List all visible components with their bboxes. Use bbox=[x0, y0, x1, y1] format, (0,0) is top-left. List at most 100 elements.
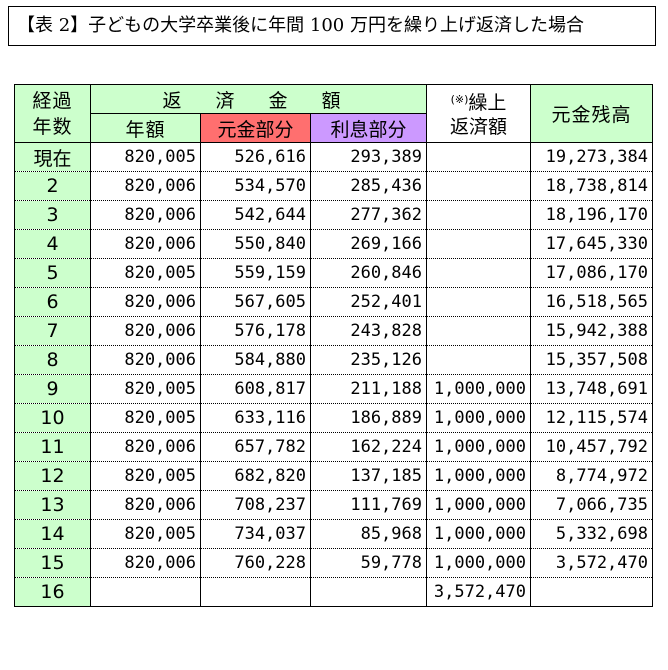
cell-year: 6 bbox=[14, 287, 91, 317]
table-row: 7 820,006 576,178 243,828 15,942,388 bbox=[14, 316, 653, 346]
cell-prepayment: 1,000,000 bbox=[426, 432, 531, 462]
cell-prepayment: 1,000,000 bbox=[426, 403, 531, 433]
cell-principal: 708,237 bbox=[200, 490, 311, 520]
cell-annual: 820,006 bbox=[90, 316, 201, 346]
cell-interest: 111,769 bbox=[310, 490, 427, 520]
cell-annual: 820,005 bbox=[90, 258, 201, 288]
cell-year: 9 bbox=[14, 374, 91, 404]
cell-annual: 820,005 bbox=[90, 374, 201, 404]
cell-interest: 211,188 bbox=[310, 374, 427, 404]
cell-principal bbox=[200, 577, 311, 607]
cell-prepayment bbox=[426, 200, 531, 230]
header-years-line2: 年数 bbox=[32, 115, 73, 138]
cell-prepayment bbox=[426, 229, 531, 259]
cell-principal: 559,159 bbox=[200, 258, 311, 288]
cell-year: 8 bbox=[14, 345, 91, 375]
cell-principal: 542,644 bbox=[200, 200, 311, 230]
table-row: 15 820,006 760,228 59,778 1,000,000 3,572,470 bbox=[14, 548, 653, 578]
cell-balance: 18,196,170 bbox=[530, 200, 653, 230]
cell-year: 11 bbox=[14, 432, 91, 462]
cell-prepayment: 1,000,000 bbox=[426, 374, 531, 404]
cell-annual: 820,006 bbox=[90, 200, 201, 230]
cell-annual: 820,006 bbox=[90, 490, 201, 520]
cell-interest bbox=[310, 577, 427, 607]
cell-principal: 760,228 bbox=[200, 548, 311, 578]
header-annual: 年額 bbox=[90, 113, 201, 143]
cell-interest: 293,389 bbox=[310, 142, 427, 172]
cell-balance: 15,942,388 bbox=[530, 316, 653, 346]
cell-year: 4 bbox=[14, 229, 91, 259]
cell-balance: 8,774,972 bbox=[530, 461, 653, 491]
cell-prepayment bbox=[426, 171, 531, 201]
table-row: 4 820,006 550,840 269,166 17,645,330 bbox=[14, 229, 653, 259]
cell-balance: 10,457,792 bbox=[530, 432, 653, 462]
table-row: 13 820,006 708,237 111,769 1,000,000 7,066,73… bbox=[14, 490, 653, 520]
cell-annual: 820,005 bbox=[90, 519, 201, 549]
header-principal: 元金部分 bbox=[200, 113, 311, 143]
cell-balance bbox=[530, 577, 653, 607]
cell-interest: 269,166 bbox=[310, 229, 427, 259]
header-years: 経過 年数 bbox=[14, 84, 91, 143]
cell-interest: 285,436 bbox=[310, 171, 427, 201]
cell-annual: 820,005 bbox=[90, 142, 201, 172]
cell-interest: 235,126 bbox=[310, 345, 427, 375]
cell-year: 14 bbox=[14, 519, 91, 549]
cell-annual bbox=[90, 577, 201, 607]
cell-interest: 252,401 bbox=[310, 287, 427, 317]
cell-interest: 162,224 bbox=[310, 432, 427, 462]
cell-principal: 682,820 bbox=[200, 461, 311, 491]
cell-interest: 186,889 bbox=[310, 403, 427, 433]
header-prepay-mark: (※) bbox=[450, 93, 469, 106]
cell-principal: 633,116 bbox=[200, 403, 311, 433]
repayment-table: 経過 年数 返 済 金 額 (※)繰上 返済額 元金残高 年額 元金部分 利息部… bbox=[14, 84, 653, 607]
cell-prepayment bbox=[426, 316, 531, 346]
cell-principal: 534,570 bbox=[200, 171, 311, 201]
cell-balance: 17,645,330 bbox=[530, 229, 653, 259]
table-row: 16 3,572,470 bbox=[14, 577, 653, 607]
cell-year: 7 bbox=[14, 316, 91, 346]
cell-prepayment: 1,000,000 bbox=[426, 490, 531, 520]
cell-principal: 576,178 bbox=[200, 316, 311, 346]
cell-year: 5 bbox=[14, 258, 91, 288]
header-prepay-line1: 繰上 bbox=[468, 92, 507, 114]
header-repayment-group: 返 済 金 額 bbox=[90, 84, 427, 114]
cell-interest: 277,362 bbox=[310, 200, 427, 230]
cell-balance: 3,572,470 bbox=[530, 548, 653, 578]
cell-balance: 12,115,574 bbox=[530, 403, 653, 433]
table-title: 【表 2】子どもの大学卒業後に年間 100 万円を繰り上げ返済した場合 bbox=[8, 6, 656, 46]
cell-interest: 260,846 bbox=[310, 258, 427, 288]
cell-year: 16 bbox=[14, 577, 91, 607]
cell-year: 10 bbox=[14, 403, 91, 433]
table-row: 5 820,005 559,159 260,846 17,086,170 bbox=[14, 258, 653, 288]
cell-annual: 820,006 bbox=[90, 345, 201, 375]
table-row: 6 820,006 567,605 252,401 16,518,565 bbox=[14, 287, 653, 317]
cell-prepayment bbox=[426, 142, 531, 172]
cell-principal: 567,605 bbox=[200, 287, 311, 317]
header-years-line1: 経過 bbox=[32, 89, 73, 112]
cell-interest: 85,968 bbox=[310, 519, 427, 549]
cell-prepayment: 1,000,000 bbox=[426, 548, 531, 578]
table-row: 9 820,005 608,817 211,188 1,000,000 13,748,69… bbox=[14, 374, 653, 404]
cell-principal: 657,782 bbox=[200, 432, 311, 462]
cell-year: 3 bbox=[14, 200, 91, 230]
cell-annual: 820,006 bbox=[90, 548, 201, 578]
cell-balance: 15,357,508 bbox=[530, 345, 653, 375]
header-prepay-line2: 返済額 bbox=[449, 116, 507, 138]
cell-principal: 608,817 bbox=[200, 374, 311, 404]
cell-balance: 5,332,698 bbox=[530, 519, 653, 549]
cell-year: 13 bbox=[14, 490, 91, 520]
cell-annual: 820,006 bbox=[90, 229, 201, 259]
cell-prepayment: 3,572,470 bbox=[426, 577, 531, 607]
cell-balance: 19,273,384 bbox=[530, 142, 653, 172]
cell-year: 12 bbox=[14, 461, 91, 491]
header-prepayment: (※)繰上 返済額 bbox=[426, 84, 531, 143]
cell-principal: 584,880 bbox=[200, 345, 311, 375]
cell-prepayment: 1,000,000 bbox=[426, 461, 531, 491]
table-row: 8 820,006 584,880 235,126 15,357,508 bbox=[14, 345, 653, 375]
table-row: 10 820,005 633,116 186,889 1,000,000 12,115,5… bbox=[14, 403, 653, 433]
table-row: 2 820,006 534,570 285,436 18,738,814 bbox=[14, 171, 653, 201]
cell-prepayment: 1,000,000 bbox=[426, 519, 531, 549]
table-row: 11 820,006 657,782 162,224 1,000,000 10,457,7… bbox=[14, 432, 653, 462]
header-balance: 元金残高 bbox=[530, 84, 653, 143]
cell-principal: 734,037 bbox=[200, 519, 311, 549]
